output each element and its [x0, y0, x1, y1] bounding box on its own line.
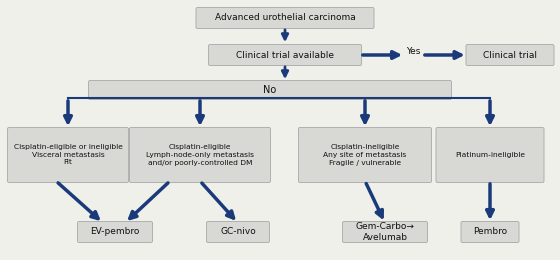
Text: Gem-Carbo→
Avelumab: Gem-Carbo→ Avelumab [356, 222, 414, 242]
Text: Pembro: Pembro [473, 228, 507, 237]
Text: Platinum-ineligible: Platinum-ineligible [455, 152, 525, 158]
Text: Yes: Yes [406, 47, 420, 55]
Text: No: No [263, 85, 277, 95]
FancyBboxPatch shape [466, 44, 554, 66]
Text: Clinical trial available: Clinical trial available [236, 50, 334, 60]
Text: EV-pembro: EV-pembro [90, 228, 139, 237]
FancyBboxPatch shape [298, 127, 432, 183]
FancyBboxPatch shape [207, 222, 269, 243]
FancyBboxPatch shape [343, 222, 427, 243]
Text: Advanced urothelial carcinoma: Advanced urothelial carcinoma [214, 14, 356, 23]
Text: Cisplatin-eligible or ineligible
Visceral metastasis
Fit: Cisplatin-eligible or ineligible Viscera… [13, 145, 123, 166]
FancyBboxPatch shape [461, 222, 519, 243]
FancyBboxPatch shape [129, 127, 270, 183]
Text: Cisplatin-eligible
Lymph-node-only metastasis
and/or poorly-controlled DM: Cisplatin-eligible Lymph-node-only metas… [146, 145, 254, 166]
FancyBboxPatch shape [208, 44, 362, 66]
FancyBboxPatch shape [196, 8, 374, 29]
FancyBboxPatch shape [436, 127, 544, 183]
Text: Clinical trial: Clinical trial [483, 50, 537, 60]
FancyBboxPatch shape [7, 127, 128, 183]
FancyBboxPatch shape [77, 222, 152, 243]
Text: Cisplatin-ineligible
Any site of metastasis
Fragile / vulnerable: Cisplatin-ineligible Any site of metasta… [323, 145, 407, 166]
Text: GC-nivo: GC-nivo [220, 228, 256, 237]
FancyBboxPatch shape [88, 81, 451, 100]
